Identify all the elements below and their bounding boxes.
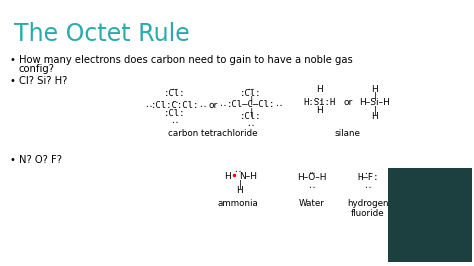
Text: ..: ..: [219, 99, 228, 108]
Text: or: or: [209, 101, 218, 110]
Text: N–H: N–H: [239, 172, 257, 181]
Text: ..: ..: [315, 93, 325, 102]
Text: ..: ..: [145, 100, 154, 109]
Text: N? O? F?: N? O? F?: [19, 155, 62, 165]
Text: •: •: [10, 76, 16, 86]
Text: H: H: [237, 186, 243, 195]
Text: H: H: [317, 85, 323, 94]
Text: H–Ö–H: H–Ö–H: [297, 173, 327, 182]
Text: Cl? Si? H?: Cl? Si? H?: [19, 76, 67, 86]
Text: |: |: [374, 106, 376, 115]
Text: H–Si–H: H–Si–H: [360, 98, 391, 107]
Text: ..: ..: [170, 83, 180, 92]
Text: :Cl:C:Cl:: :Cl:C:Cl:: [151, 101, 199, 110]
Bar: [388, 168, 472, 262]
Text: ..: ..: [170, 96, 180, 105]
Text: How many electrons does carbon need to gain to have a noble gas: How many electrons does carbon need to g…: [19, 55, 353, 65]
Text: H: H: [317, 106, 323, 115]
Text: :Cl:: :Cl:: [240, 89, 262, 98]
Text: :Cl:: :Cl:: [240, 112, 262, 121]
Text: H: H: [372, 85, 378, 94]
Text: ..: ..: [199, 100, 208, 109]
Text: ..: ..: [307, 167, 317, 176]
Text: :Cl:: :Cl:: [164, 109, 186, 118]
Text: ..: ..: [274, 99, 283, 108]
Text: or: or: [343, 98, 353, 107]
Text: config?: config?: [19, 64, 55, 74]
Text: •: •: [10, 55, 16, 65]
Text: H: H: [225, 172, 231, 181]
Text: ammonia: ammonia: [218, 199, 258, 208]
Text: carbon tetrachloride: carbon tetrachloride: [168, 129, 258, 138]
Text: ..: ..: [170, 116, 180, 125]
Text: ..: ..: [246, 83, 255, 92]
Text: :Cl:: :Cl:: [164, 89, 186, 98]
Text: ..: ..: [307, 181, 317, 190]
Text: •: •: [10, 155, 16, 165]
Text: silane: silane: [335, 129, 360, 138]
Text: ..: ..: [246, 119, 255, 128]
Text: :Cl–C–Cl:: :Cl–C–Cl:: [227, 100, 275, 109]
Text: H:Si:H: H:Si:H: [304, 98, 336, 107]
Text: H–F:: H–F:: [357, 173, 379, 182]
Text: hydrogen
fluoride: hydrogen fluoride: [347, 199, 389, 218]
Text: ..: ..: [233, 165, 243, 174]
Text: The Octet Rule: The Octet Rule: [14, 22, 190, 46]
Text: Water: Water: [299, 199, 325, 208]
Text: ..: ..: [364, 167, 373, 176]
Text: |: |: [248, 96, 254, 105]
Text: ..: ..: [364, 181, 373, 190]
Text: |: |: [238, 180, 241, 189]
Text: |: |: [374, 92, 376, 101]
Text: H: H: [372, 112, 378, 121]
Text: |: |: [248, 108, 254, 117]
